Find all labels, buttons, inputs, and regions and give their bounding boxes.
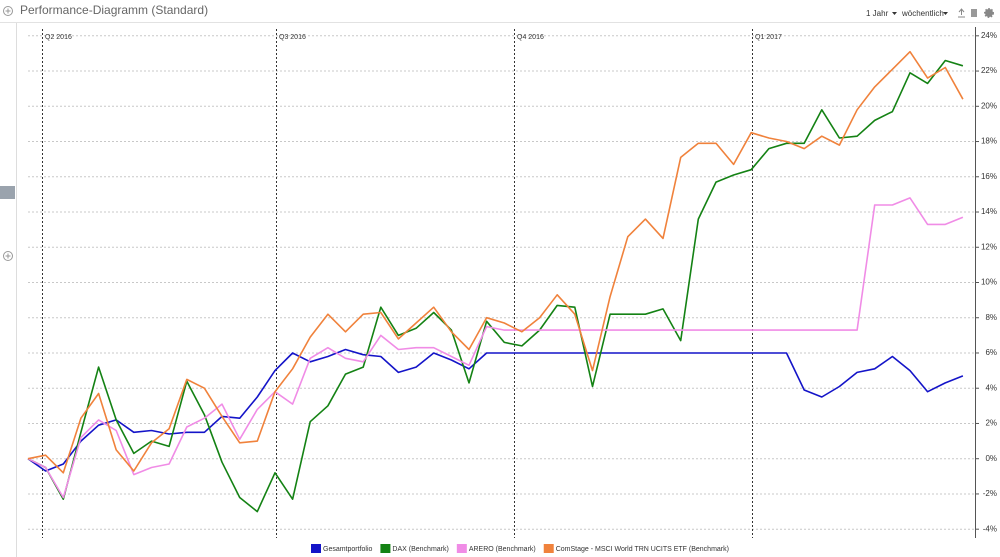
y-tick-label: -4%: [983, 524, 997, 533]
expand-icon[interactable]: [3, 251, 13, 261]
legend-label: Gesamtportfolio: [323, 546, 373, 553]
y-tick-label: 2%: [985, 419, 997, 428]
y-tick-label: 6%: [985, 348, 997, 357]
legend-swatch: [380, 544, 391, 553]
y-tick-label: 10%: [981, 278, 997, 287]
series-line: [27, 197, 964, 499]
period-select[interactable]: 1 Jahr: [866, 9, 889, 18]
y-tick-label: 14%: [981, 207, 997, 216]
expand-icon[interactable]: [3, 6, 13, 16]
legend: Gesamtportfolio DAX (Benchmark) ARERO (Ben…: [311, 544, 729, 553]
sidebar-handle[interactable]: [0, 186, 15, 199]
legend-label: ComStage - MSCI World TRN UCITS ETF (Ben…: [556, 546, 729, 553]
plot-area: -4% -2% 0% 2% 4% 6% 8% 10% 12% 14% 16% 18% 20% 22% 24%…: [27, 27, 997, 553]
quarter-label: Q2 2016: [45, 34, 72, 41]
y-tick-label: 0%: [985, 454, 997, 463]
legend-swatch: [311, 544, 321, 553]
series-line: [27, 50, 964, 474]
y-tick-label: 16%: [981, 172, 997, 181]
toolbar: 1 Jahr wöchentlich: [866, 8, 994, 18]
settings-icon[interactable]: [984, 8, 994, 18]
y-tick-label: 4%: [985, 383, 997, 392]
y-tick-label: 20%: [981, 101, 997, 110]
legend-swatch: [543, 544, 554, 553]
legend-swatch: [456, 544, 467, 553]
quarter-label: Q4 2016: [517, 34, 544, 41]
export-icon[interactable]: [958, 8, 965, 18]
y-tick-label: 8%: [985, 313, 997, 322]
series-line: [27, 59, 964, 513]
legend-label: ARERO (Benchmark): [469, 546, 536, 553]
chart-title: Performance-Diagramm (Standard): [20, 3, 208, 17]
y-tick-label: -2%: [983, 489, 997, 498]
quarter-label: Q3 2016: [279, 34, 306, 41]
interval-select[interactable]: wöchentlich: [901, 9, 944, 18]
y-tick-label: 24%: [981, 31, 997, 40]
print-icon[interactable]: [971, 9, 977, 17]
legend-label: DAX (Benchmark): [392, 546, 448, 553]
y-tick-label: 18%: [981, 137, 997, 146]
y-tick-label: 12%: [981, 242, 997, 251]
quarter-label: Q1 2017: [755, 34, 782, 41]
y-tick-label: 22%: [981, 66, 997, 75]
